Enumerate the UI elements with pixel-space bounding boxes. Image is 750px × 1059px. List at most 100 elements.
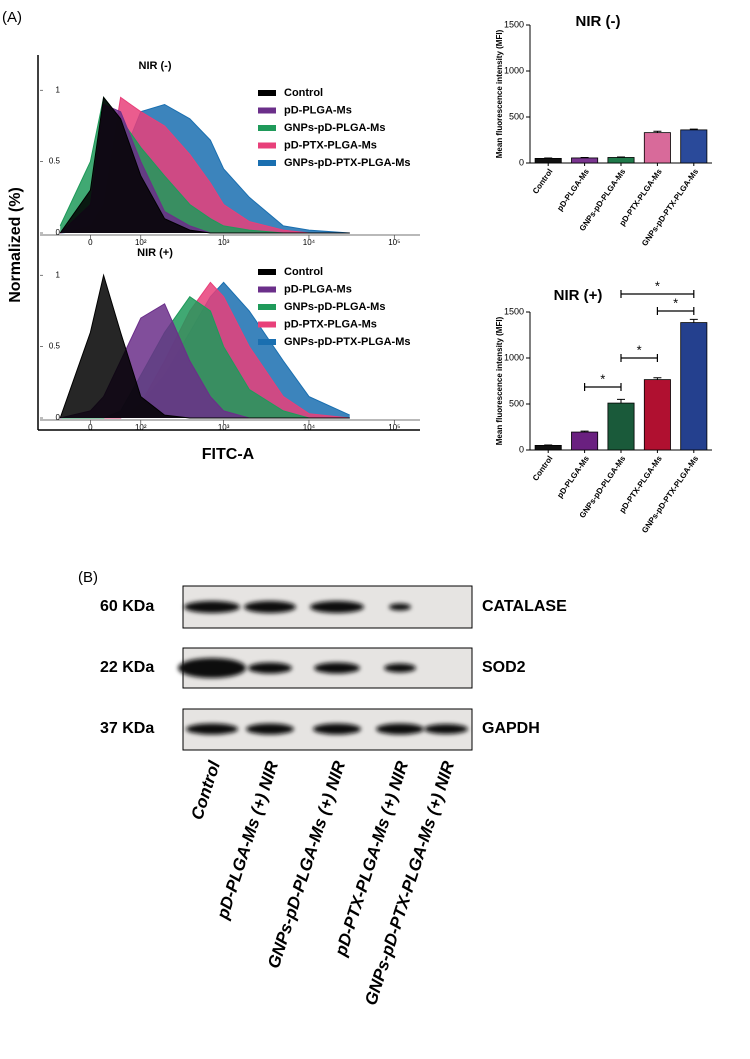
chart-title: NIR (-): [139, 60, 172, 72]
significance-mark: *: [673, 295, 678, 310]
y-tick-label: 0.5: [49, 157, 61, 166]
bar: [571, 157, 599, 164]
legend-label: GNPs-pD-PTX-PLGA-Ms: [284, 336, 411, 348]
bar: [643, 379, 671, 451]
significance-mark: *: [600, 371, 605, 386]
panel-label: (B): [78, 569, 98, 586]
x-tick-label: 10²: [135, 238, 147, 247]
bar: [571, 431, 599, 451]
legend-swatch: [258, 269, 276, 275]
protein-label: GAPDH: [482, 720, 540, 737]
error-bar: [689, 318, 698, 323]
y-axis-label: Mean fluorescence intensity (MFI): [495, 316, 504, 445]
significance-bracket: [620, 354, 658, 362]
legend-swatch: [258, 321, 276, 328]
histogram-fill: [60, 296, 350, 418]
error-bar: [580, 430, 589, 433]
blot-band: [310, 601, 364, 613]
legend-label: Control: [284, 87, 323, 99]
x-tick-label: 10³: [218, 423, 230, 432]
protein-label: SOD2: [482, 659, 526, 676]
legend-label: GNPs-pD-PLGA-Ms: [284, 301, 385, 313]
blot-band: [376, 723, 424, 735]
legend-label: pD-PTX-PLGA-Ms: [284, 139, 377, 151]
histogram-fill: [60, 275, 350, 418]
legend-swatch: [258, 125, 276, 131]
y-axis-label: Mean fluorescence intensity (MFI): [495, 29, 504, 158]
x-axis-label: FITC-A: [202, 446, 255, 463]
error-bar: [653, 130, 662, 133]
x-tick-label: 10⁵: [388, 238, 400, 247]
bar: [680, 322, 708, 451]
chart-title: NIR (+): [554, 287, 603, 304]
chart-title: NIR (+): [137, 247, 173, 259]
y-tick-label: 0.5: [49, 342, 61, 351]
x-tick-label: 0: [88, 423, 93, 432]
legend-swatch: [258, 107, 276, 114]
y-tick-label: 500: [509, 111, 524, 121]
histogram-fill: [60, 97, 350, 234]
blot-band: [313, 723, 361, 735]
error-bar: [653, 377, 662, 380]
x-tick-label: 10⁴: [303, 423, 316, 432]
histogram-line: [59, 96, 350, 234]
legend-swatch: [258, 286, 276, 293]
blot-band: [178, 658, 246, 678]
legend-label: pD-PLGA-Ms: [284, 104, 352, 116]
y-tick-label: 1000: [504, 65, 524, 75]
y-axis-label: Normalized (%): [7, 187, 24, 303]
significance-mark: *: [637, 342, 642, 357]
legend-label: GNPs-pD-PTX-PLGA-Ms: [284, 157, 411, 169]
legend-swatch: [258, 160, 276, 166]
blot-band: [424, 724, 468, 734]
y-tick-label: 0: [519, 157, 524, 167]
molecular-weight: 22 KDa: [100, 659, 154, 676]
x-tick-label: 10²: [135, 423, 147, 432]
protein-label: CATALASE: [482, 598, 567, 615]
y-tick-label: 1000: [504, 352, 524, 362]
x-tick-label: 10⁵: [388, 423, 400, 432]
bar: [643, 132, 671, 164]
legend-swatch: [258, 339, 276, 345]
blot-band: [184, 601, 240, 613]
molecular-weight: 37 KDa: [100, 720, 154, 737]
blot-band: [314, 662, 360, 674]
x-tick-label: 10³: [218, 238, 230, 247]
blot-band: [244, 601, 296, 613]
panel-label: (A): [2, 9, 22, 26]
molecular-weight: 60 KDa: [100, 598, 154, 615]
legend-swatch: [258, 142, 276, 149]
error-bar: [617, 398, 625, 404]
y-tick-label: 1: [56, 85, 61, 94]
histogram-line: [59, 273, 350, 419]
x-tick-label: 0: [88, 238, 93, 247]
blot-band: [246, 723, 294, 735]
legend-swatch: [258, 90, 276, 96]
blot-band: [186, 723, 238, 735]
y-tick-label: 0: [56, 413, 61, 422]
legend-label: pD-PTX-PLGA-Ms: [284, 318, 377, 330]
bar: [607, 157, 635, 164]
y-tick-label: 0: [56, 228, 61, 237]
error-bar: [689, 128, 698, 130]
legend-label: GNPs-pD-PLGA-Ms: [284, 122, 385, 134]
y-tick-label: 1500: [504, 306, 524, 316]
x-tick-label: 10⁴: [303, 238, 316, 247]
blot-band: [384, 663, 416, 673]
significance-bracket: [620, 290, 695, 298]
significance-bracket: [656, 307, 695, 315]
bar: [534, 157, 562, 164]
chart-title: NIR (-): [576, 13, 621, 30]
blot-band: [248, 662, 292, 674]
blot-band: [389, 603, 411, 611]
bar: [607, 402, 635, 451]
legend-label: pD-PLGA-Ms: [284, 283, 352, 295]
y-tick-label: 1500: [504, 19, 524, 29]
legend-label: Control: [284, 266, 323, 278]
bar: [680, 129, 708, 164]
significance-bracket: [584, 383, 622, 391]
y-tick-label: 1: [56, 270, 61, 279]
bar: [534, 444, 562, 451]
y-tick-label: 500: [509, 398, 524, 408]
